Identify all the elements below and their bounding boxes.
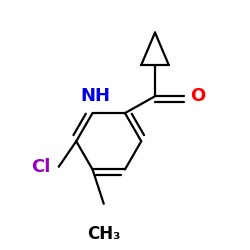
Text: NH: NH	[80, 87, 110, 105]
Text: Cl: Cl	[30, 158, 50, 176]
Text: O: O	[190, 87, 205, 105]
Text: CH₃: CH₃	[87, 225, 120, 243]
